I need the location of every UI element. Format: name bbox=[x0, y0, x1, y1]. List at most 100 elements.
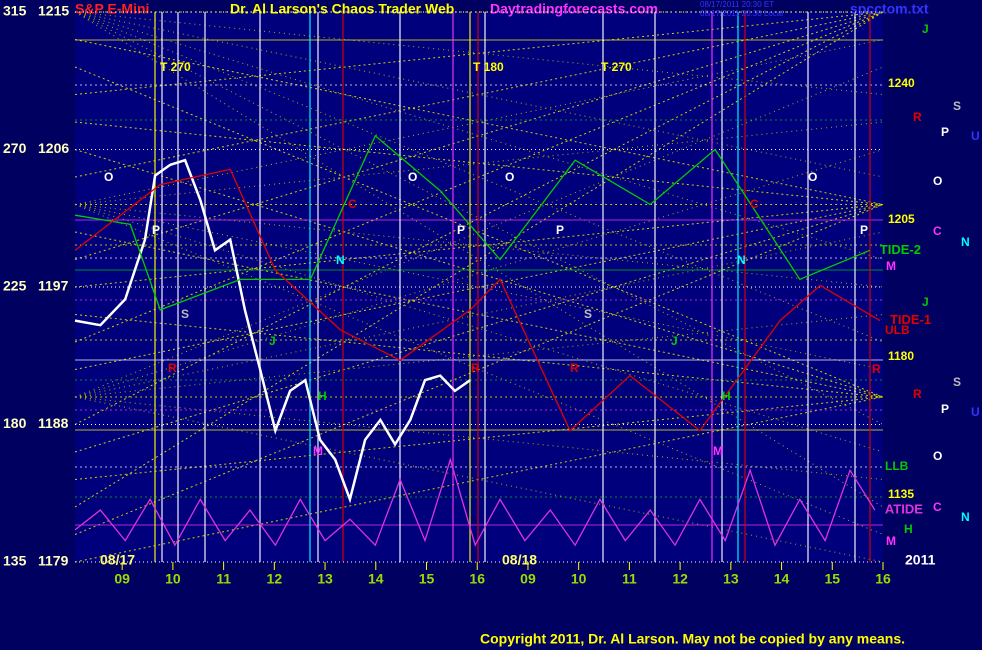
right-label: M bbox=[886, 534, 896, 548]
x-tick-label: 12 bbox=[672, 571, 688, 587]
series-line bbox=[74, 168, 881, 432]
right-label: C bbox=[933, 224, 942, 238]
x-tick-label: 09 bbox=[520, 571, 536, 587]
right-label: ULB bbox=[885, 323, 910, 337]
y2-tick-label: 270 bbox=[3, 140, 27, 156]
series-label: TIDE-1 bbox=[890, 312, 931, 327]
series-line bbox=[74, 457, 876, 547]
cycle-line bbox=[74, 314, 884, 398]
annotation: H bbox=[722, 389, 731, 403]
annotation: R bbox=[168, 361, 177, 375]
x-tick-label: 13 bbox=[723, 571, 739, 587]
year-label: 2011 bbox=[905, 552, 936, 568]
annotation: P bbox=[152, 223, 160, 237]
right-label: M bbox=[886, 259, 896, 273]
x-tick-label: 16 bbox=[875, 571, 891, 587]
right-label: R bbox=[913, 387, 922, 401]
copyright: Copyright 2011, Dr. Al Larson. May not b… bbox=[480, 631, 905, 647]
series-line bbox=[74, 134, 871, 311]
cycle-line bbox=[74, 121, 884, 205]
annotation: O bbox=[808, 170, 817, 184]
y-tick-label: 1215 bbox=[38, 3, 69, 19]
right-label: P bbox=[941, 125, 949, 139]
cycle-line bbox=[74, 11, 884, 343]
right-label: 1205 bbox=[888, 212, 915, 226]
x-tick-label: 15 bbox=[419, 571, 435, 587]
y-tick-label: 1179 bbox=[38, 553, 69, 569]
x-tick-label: 10 bbox=[165, 571, 181, 587]
cycle-line bbox=[74, 11, 884, 260]
x-tick-label: 13 bbox=[317, 571, 333, 587]
site: Daytradingforecasts.com bbox=[490, 1, 658, 17]
x-tick-label: 14 bbox=[368, 571, 384, 587]
cycle-line bbox=[74, 66, 884, 398]
annotation: J bbox=[269, 334, 276, 348]
annotation: R bbox=[471, 361, 480, 375]
annotation: N bbox=[336, 253, 345, 267]
cycle-line bbox=[74, 11, 884, 95]
cycle-line bbox=[74, 11, 884, 425]
x-tick-label: 11 bbox=[622, 571, 637, 587]
x-tick-label: 09 bbox=[114, 571, 130, 587]
date-label: 08/17 bbox=[100, 552, 135, 568]
annotation: M bbox=[713, 444, 723, 458]
instrument: S&P E-Mini bbox=[75, 1, 149, 17]
x-tick-label: 11 bbox=[216, 571, 231, 587]
x-tick-label: 12 bbox=[267, 571, 283, 587]
right-label: O bbox=[933, 449, 942, 463]
right-label: C bbox=[933, 500, 942, 514]
x-tick-label: 15 bbox=[824, 571, 840, 587]
y-tick-label: 1197 bbox=[38, 278, 69, 294]
right-label: J bbox=[922, 22, 929, 36]
file-name: spcctom.txt bbox=[850, 1, 929, 17]
annotation: J bbox=[671, 334, 678, 348]
annotation: T 180 bbox=[473, 60, 504, 74]
annotation: C bbox=[750, 197, 759, 211]
right-label: LLB bbox=[885, 459, 909, 473]
right-label: S bbox=[953, 99, 961, 113]
timestamp: 08/17/2011 20:30 ET bbox=[700, 0, 774, 9]
annotation: C bbox=[348, 197, 357, 211]
cycle-line bbox=[74, 396, 884, 480]
cycle-line bbox=[74, 204, 884, 535]
series-label: TIDE-2 bbox=[880, 242, 921, 257]
right-label: O bbox=[933, 174, 942, 188]
chart-title: Dr. Al Larson's Chaos Trader Web bbox=[230, 1, 454, 17]
cycle-line bbox=[74, 314, 884, 398]
cycle-line bbox=[74, 204, 884, 453]
annotation: O bbox=[104, 170, 113, 184]
right-label: R bbox=[913, 110, 922, 124]
cycle-line bbox=[74, 204, 884, 535]
cycle-line bbox=[74, 204, 884, 288]
annotation: P bbox=[860, 223, 868, 237]
right-label: N bbox=[961, 510, 970, 524]
cycle-line bbox=[74, 11, 884, 95]
annotation: M bbox=[313, 444, 323, 458]
x-tick-label: 10 bbox=[571, 571, 587, 587]
annotation: P bbox=[457, 223, 465, 237]
right-label: U bbox=[971, 129, 980, 143]
annotation: P bbox=[556, 223, 564, 237]
series-line bbox=[74, 158, 471, 504]
x-tick-label: 16 bbox=[469, 571, 485, 587]
annotation: N bbox=[737, 253, 746, 267]
right-label: U bbox=[971, 405, 980, 419]
cycle-line bbox=[74, 11, 884, 343]
cycle-line bbox=[74, 66, 884, 398]
x-tick-label: 14 bbox=[774, 571, 790, 587]
y2-tick-label: 315 bbox=[3, 3, 27, 19]
right-label: 1180 bbox=[888, 349, 914, 363]
cycle-line bbox=[74, 396, 884, 480]
annotation: T 270 bbox=[160, 60, 191, 74]
y-tick-label: 1206 bbox=[38, 140, 69, 156]
right-label: 1135 bbox=[888, 487, 914, 501]
right-label: J bbox=[922, 295, 929, 309]
cycle-line bbox=[74, 149, 884, 398]
annotation: T 270 bbox=[601, 60, 632, 74]
y-tick-label: 1188 bbox=[38, 415, 69, 431]
right-label: 1240 bbox=[888, 76, 915, 90]
date-label: 08/18 bbox=[502, 552, 537, 568]
y2-tick-label: 180 bbox=[3, 415, 27, 431]
